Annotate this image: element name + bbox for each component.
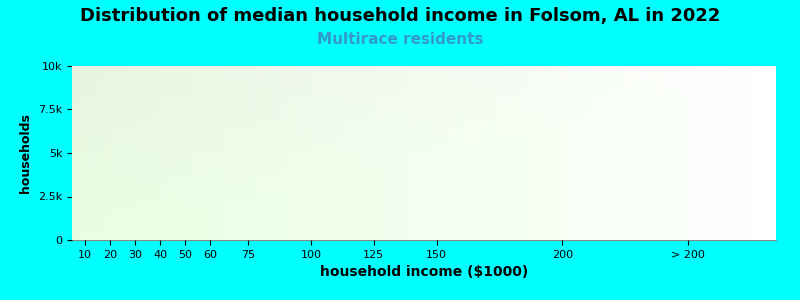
Y-axis label: households: households bbox=[19, 113, 33, 193]
X-axis label: household income ($1000): household income ($1000) bbox=[320, 265, 528, 279]
Bar bbox=[135, 164, 160, 240]
Bar bbox=[160, 136, 185, 240]
Text: Multirace residents: Multirace residents bbox=[317, 32, 483, 46]
Bar bbox=[613, 170, 763, 240]
Bar bbox=[210, 174, 248, 240]
Bar bbox=[110, 149, 135, 240]
Bar bbox=[286, 104, 341, 240]
Bar bbox=[85, 170, 110, 240]
Text: City-Data.com: City-Data.com bbox=[621, 75, 706, 88]
Bar bbox=[404, 183, 466, 240]
Bar bbox=[185, 146, 210, 240]
Bar bbox=[248, 136, 286, 240]
Bar bbox=[466, 170, 613, 240]
Text: Distribution of median household income in Folsom, AL in 2022: Distribution of median household income … bbox=[80, 8, 720, 26]
Bar bbox=[341, 136, 404, 240]
